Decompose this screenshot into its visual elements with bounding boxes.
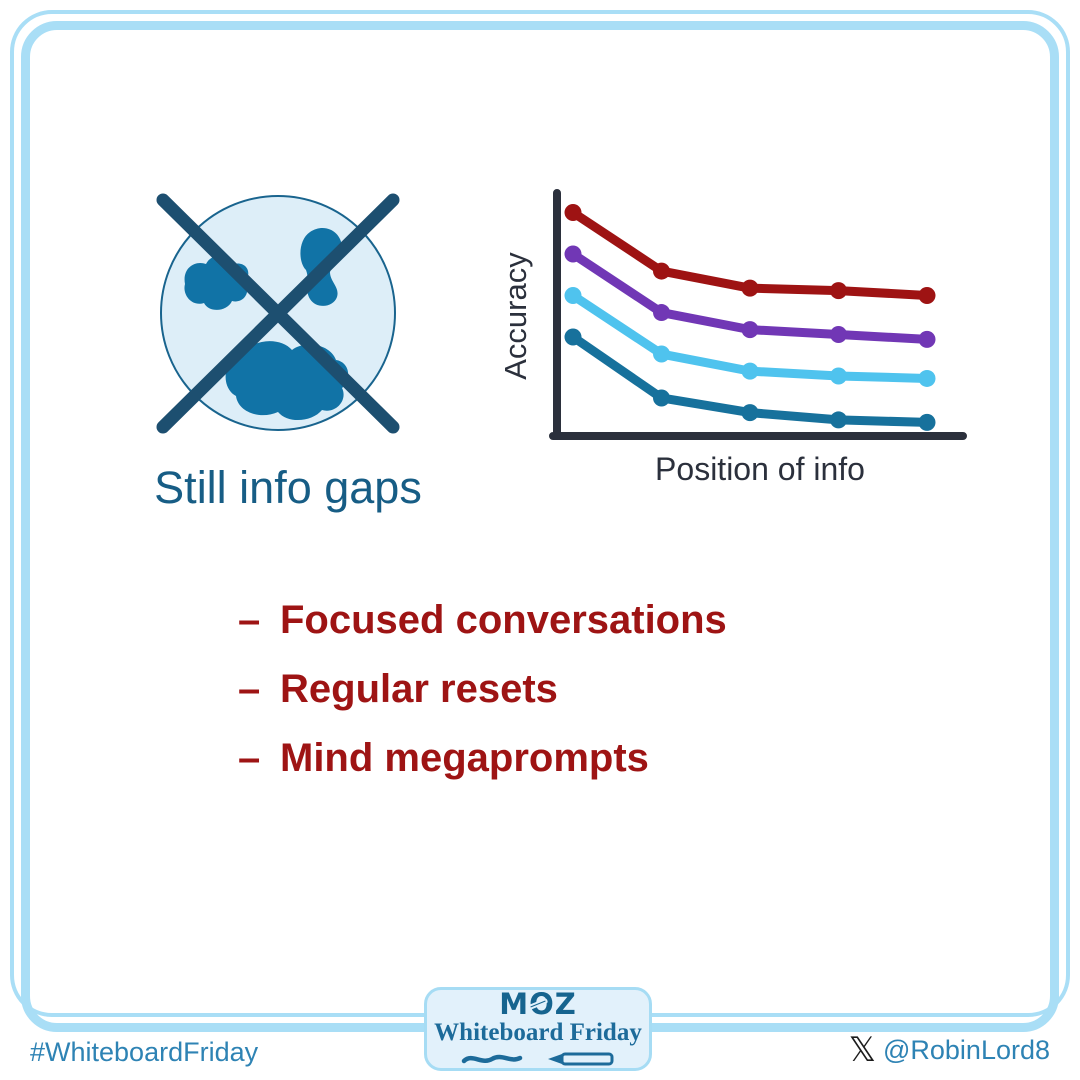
x-axis-label: Position of info — [655, 451, 865, 487]
bullet-dash: – — [238, 667, 261, 711]
series-teal-point — [564, 328, 582, 346]
list-item: – Focused conversations — [238, 586, 727, 655]
series-light-blue-point — [830, 367, 847, 385]
bullet-label: Focused conversations — [280, 598, 727, 642]
series-teal-point — [918, 413, 936, 431]
series-light-blue-point — [741, 362, 759, 380]
badge-title: Whiteboard Friday — [434, 1019, 642, 1047]
series-purple-point — [564, 245, 582, 263]
chart-axes — [549, 189, 967, 440]
series-purple-point — [741, 321, 759, 339]
marker-squiggle-icon — [461, 1052, 614, 1066]
series-light-blue-point — [564, 286, 582, 304]
handle-text: @RobinLord8 — [882, 1034, 1050, 1065]
series-light-blue-point — [918, 369, 936, 387]
frame-inner-border — [21, 21, 1059, 1032]
series-dark-red-point — [830, 282, 847, 300]
series-teal-point — [830, 411, 847, 429]
list-item: – Regular resets — [238, 655, 727, 724]
series-light-blue — [564, 286, 936, 387]
moz-whiteboard-friday-badge: MOZ Whiteboard Friday — [424, 987, 652, 1071]
social-handle: 𝕏 @RobinLord8 — [849, 1033, 1050, 1067]
series-dark-red-point — [918, 286, 936, 304]
squiggle-icon — [461, 1054, 523, 1063]
series-teal — [564, 328, 936, 431]
series-purple-point — [653, 304, 670, 322]
bullet-label: Regular resets — [280, 667, 558, 711]
bullet-dash: – — [238, 598, 261, 642]
x-logo-icon: 𝕏 — [848, 1030, 876, 1070]
moz-logo: MOZ — [499, 990, 577, 1019]
series-dark-red — [564, 204, 936, 304]
series-light-blue-point — [653, 345, 670, 363]
bullet-label: Mind megaprompts — [280, 736, 649, 780]
series-purple — [564, 245, 936, 348]
info-gaps-icon — [156, 193, 400, 434]
series-teal-point — [653, 389, 670, 407]
list-item: – Mind megaprompts — [238, 724, 727, 793]
series-teal-point — [741, 404, 759, 422]
hashtag-text: #WhiteboardFriday — [30, 1037, 259, 1067]
marker-pen-tip — [548, 1053, 562, 1064]
series-purple-point — [830, 326, 847, 344]
marker-pen-body — [560, 1052, 614, 1066]
series-dark-red-point — [653, 262, 670, 280]
series-dark-red-point — [741, 279, 759, 297]
cross-icon — [156, 193, 400, 434]
takeaway-list: – Focused conversations – Regular resets… — [238, 586, 727, 793]
accuracy-chart — [549, 189, 967, 440]
y-axis-label: Accuracy — [498, 252, 533, 380]
bullet-dash: – — [238, 736, 261, 780]
chart-series-group — [564, 204, 936, 431]
series-purple-point — [918, 330, 936, 348]
info-gaps-caption: Still info gaps — [154, 462, 422, 513]
series-dark-red-point — [564, 204, 582, 222]
